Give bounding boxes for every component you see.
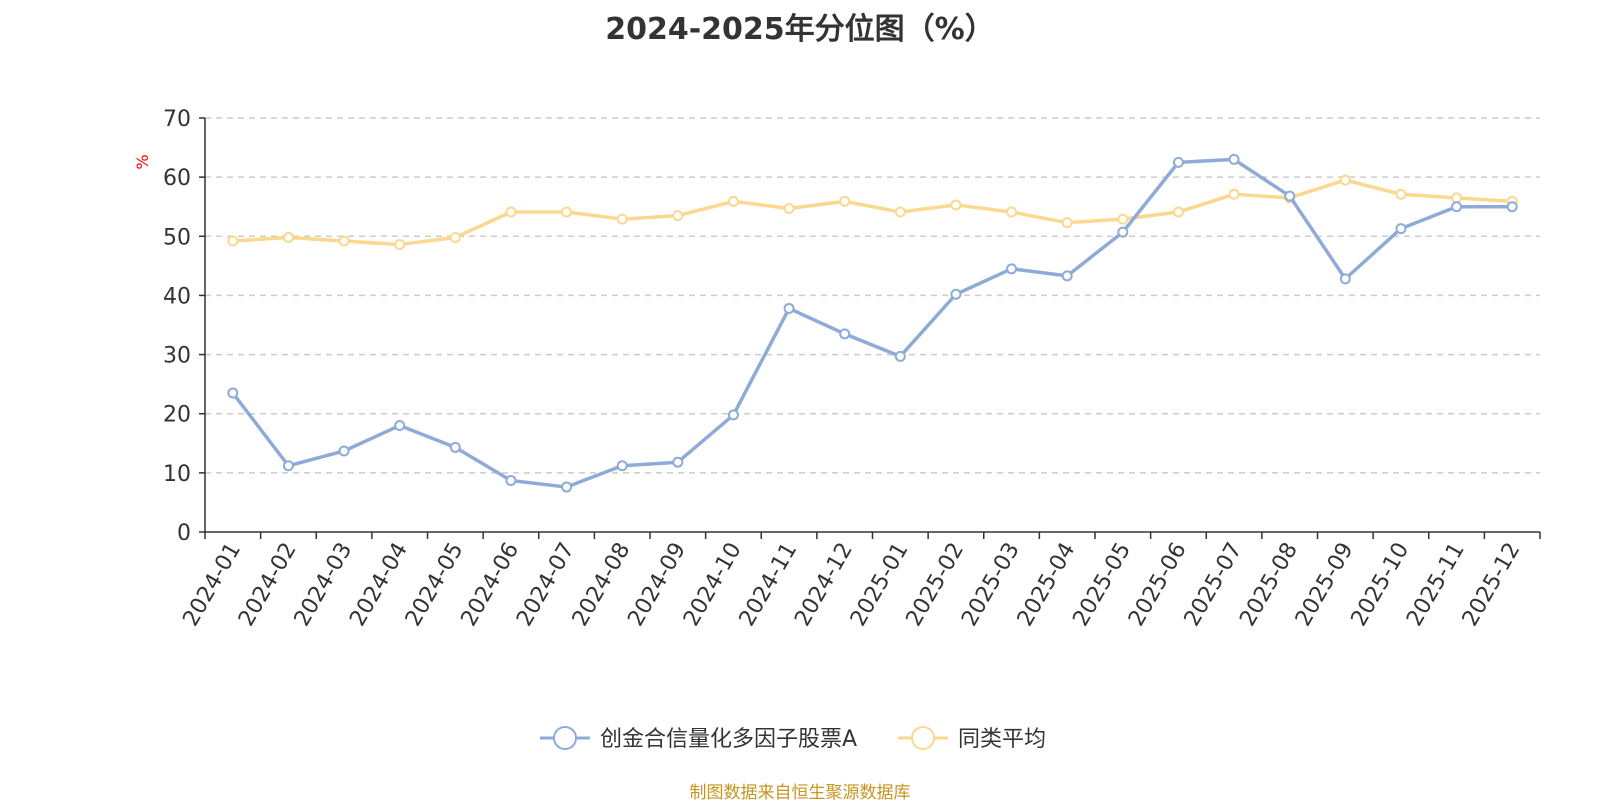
series-0 (227, 153, 1518, 493)
series-line (232, 178, 1513, 247)
data-point[interactable] (727, 195, 739, 207)
data-point[interactable] (1061, 270, 1073, 282)
data-point[interactable] (616, 460, 628, 472)
data-point[interactable] (1451, 201, 1463, 213)
data-point[interactable] (1395, 223, 1407, 235)
source-note: 制图数据来自恒生聚源数据库 (689, 783, 911, 803)
data-point[interactable] (449, 441, 461, 453)
y-tick-label: 10 (163, 462, 191, 487)
data-point[interactable] (1339, 273, 1351, 285)
data-point[interactable] (505, 206, 517, 218)
data-point[interactable] (449, 231, 461, 243)
data-point[interactable] (727, 409, 739, 421)
y-axis-unit-label: % (133, 154, 152, 169)
series-1 (227, 174, 1518, 251)
data-point[interactable] (1061, 217, 1073, 229)
data-point[interactable] (672, 210, 684, 222)
data-point[interactable] (1395, 188, 1407, 200)
data-point[interactable] (227, 235, 239, 247)
data-point[interactable] (282, 231, 294, 243)
data-point[interactable] (1172, 206, 1184, 218)
data-point[interactable] (338, 235, 350, 247)
data-point[interactable] (672, 456, 684, 468)
data-point[interactable] (894, 350, 906, 362)
data-point[interactable] (227, 387, 239, 399)
data-point[interactable] (1006, 206, 1018, 218)
data-point[interactable] (839, 328, 851, 340)
data-point[interactable] (394, 239, 406, 251)
data-point[interactable] (1228, 153, 1240, 165)
data-point[interactable] (1117, 213, 1129, 225)
chart-title: 2024-2025年分位图（%） (605, 12, 995, 47)
data-point[interactable] (561, 481, 573, 493)
y-tick-label: 70 (163, 107, 191, 132)
data-point[interactable] (561, 206, 573, 218)
data-point[interactable] (1451, 192, 1463, 204)
data-point[interactable] (839, 195, 851, 207)
data-point[interactable] (1284, 190, 1296, 202)
data-point[interactable] (505, 475, 517, 487)
legend-item-1[interactable]: 同类平均 (898, 726, 1046, 752)
data-point[interactable] (783, 302, 795, 314)
series-line (231, 157, 1513, 489)
y-axis-tick-labels: 0 10 20 30 40 50 60 70 (163, 107, 191, 546)
axes (199, 117, 1541, 539)
series-lines (227, 153, 1518, 493)
legend-marker-icon (553, 726, 577, 750)
legend-label: 同类平均 (958, 727, 1046, 752)
grid-lines (205, 117, 1540, 474)
y-tick-label: 20 (163, 403, 191, 428)
data-point[interactable] (783, 202, 795, 214)
data-point[interactable] (394, 420, 406, 432)
data-point[interactable] (1172, 156, 1184, 168)
data-point[interactable] (950, 199, 962, 211)
legend-label: 创金合信量化多因子股票A (600, 727, 857, 752)
y-tick-label: 40 (163, 284, 191, 309)
y-tick-label: 60 (163, 166, 191, 191)
data-point[interactable] (616, 213, 628, 225)
x-axis-tick-labels: 2024-012024-022024-032024-042024-052024-… (178, 539, 1525, 631)
data-point[interactable] (282, 460, 294, 472)
data-point[interactable] (950, 288, 962, 300)
y-tick-label: 30 (163, 344, 191, 369)
legend-item-0[interactable]: 创金合信量化多因子股票A (540, 726, 857, 752)
data-point[interactable] (1117, 226, 1129, 238)
data-point[interactable] (1506, 201, 1518, 213)
data-point[interactable] (894, 206, 906, 218)
legend: 创金合信量化多因子股票A 同类平均 (540, 726, 1046, 752)
data-point[interactable] (338, 445, 350, 457)
legend-marker-icon (911, 726, 935, 750)
y-tick-label: 50 (163, 225, 191, 250)
data-point[interactable] (1228, 188, 1240, 200)
data-point[interactable] (1339, 174, 1351, 186)
data-point[interactable] (1006, 263, 1018, 275)
y-tick-label: 0 (177, 521, 191, 546)
